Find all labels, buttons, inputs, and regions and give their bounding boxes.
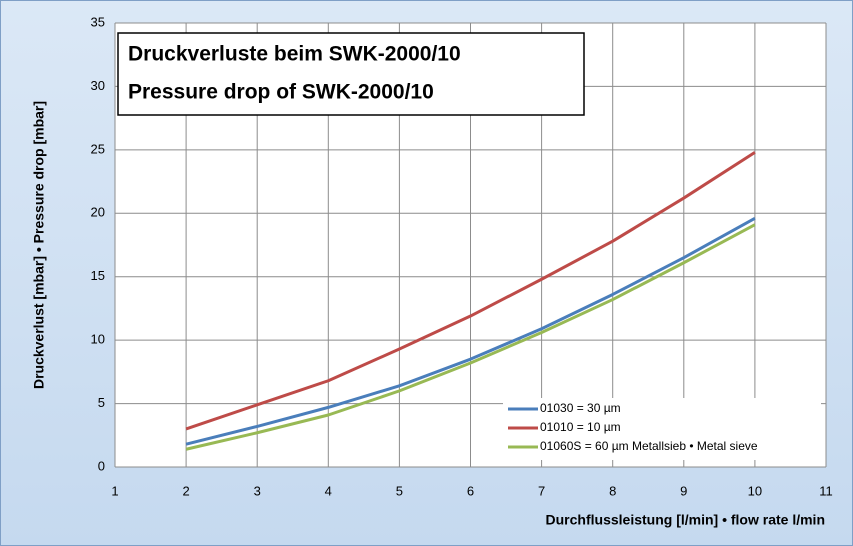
legend xyxy=(503,398,821,460)
x-tick-label: 3 xyxy=(254,483,261,498)
y-tick-label: 35 xyxy=(91,14,105,29)
chart-title: Druckverluste beim SWK-2000/10 xyxy=(128,43,461,66)
y-tick-label: 30 xyxy=(91,78,105,93)
series-line xyxy=(185,223,756,451)
y-tick-label: 0 xyxy=(98,458,105,473)
x-tick-label: 7 xyxy=(538,483,545,498)
legend-label: 01030 = 30 µm xyxy=(540,401,621,415)
x-tick-label: 10 xyxy=(748,483,762,498)
y-tick-label: 10 xyxy=(91,332,105,347)
title-box xyxy=(117,32,585,116)
y-tick-label: 25 xyxy=(91,141,105,156)
x-tick-label: 11 xyxy=(819,483,833,498)
series-line xyxy=(185,217,756,446)
x-tick-label: 4 xyxy=(325,483,332,498)
x-tick-label: 6 xyxy=(467,483,474,498)
x-axis-label: Durchflussleistung [l/min] • flow rate l… xyxy=(546,512,825,528)
legend-label: 01060S = 60 µm Metallsieb • Metal sieve xyxy=(540,439,758,453)
y-tick-label: 5 xyxy=(98,395,105,410)
y-axis-label: Druckverlust [mbar] • Pressure drop [mba… xyxy=(31,101,47,389)
x-tick-label: 9 xyxy=(680,483,687,498)
x-tick-label: 5 xyxy=(396,483,403,498)
legend-label: 01010 = 10 µm xyxy=(540,420,621,434)
y-tick-label: 20 xyxy=(91,205,105,220)
x-tick-label: 2 xyxy=(182,483,189,498)
x-tick-label: 8 xyxy=(609,483,616,498)
series-line xyxy=(185,151,756,431)
chart-title: Pressure drop of SWK-2000/10 xyxy=(128,81,434,104)
x-tick-label: 1 xyxy=(111,483,118,498)
y-tick-label: 15 xyxy=(91,268,105,283)
